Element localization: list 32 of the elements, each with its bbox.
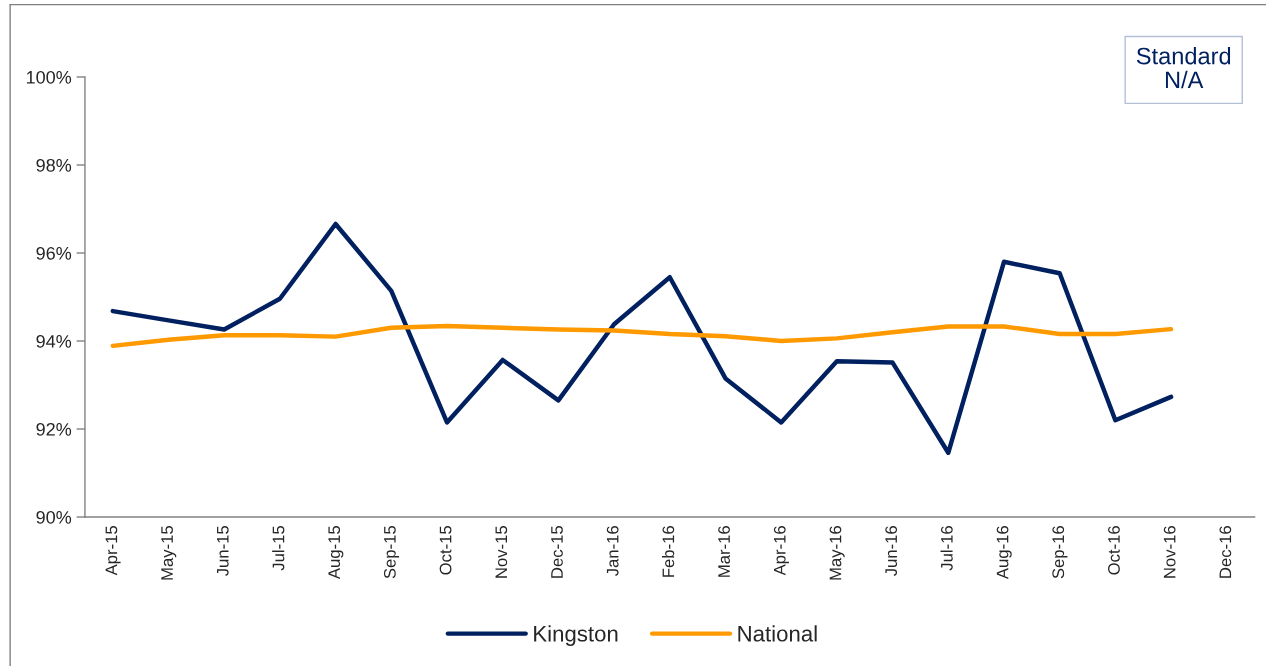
x-tick-label: Feb-16 bbox=[662, 526, 675, 577]
x-tick-label: Oct-16 bbox=[1108, 526, 1120, 575]
x-tick-label: May-16 bbox=[829, 526, 845, 580]
line-series bbox=[110, 221, 1174, 455]
annotation: Standard N/A bbox=[1136, 47, 1231, 89]
x-tick-label: May-15 bbox=[161, 526, 177, 580]
x-tick-label: Jul-16 bbox=[940, 526, 953, 571]
x-tick-label: Jun-15 bbox=[217, 526, 229, 577]
line-series bbox=[110, 323, 1174, 349]
x-tick-label: Aug-16 bbox=[996, 526, 1012, 580]
x-tick-label: Mar-16 bbox=[718, 526, 730, 577]
y-tick-label: 94% bbox=[36, 334, 72, 348]
x-tick-label: Aug-15 bbox=[328, 526, 344, 580]
x-tick-label: Dec-15 bbox=[551, 526, 563, 578]
y-tick-label: 90% bbox=[36, 510, 72, 524]
y-tick-label: 96% bbox=[36, 246, 72, 260]
x-tick-label: Jun-16 bbox=[885, 526, 898, 577]
legend-label: National bbox=[738, 625, 817, 642]
x-tick-label: Jan-16 bbox=[606, 526, 619, 577]
y-tick-label: 98% bbox=[36, 158, 72, 172]
x-tick-label: Apr-15 bbox=[105, 526, 121, 576]
y-tick-label: 92% bbox=[36, 422, 72, 436]
x-tick-label: Sep-15 bbox=[383, 526, 400, 579]
x-tick-label: Nov-16 bbox=[1163, 526, 1176, 578]
x-tick-label: Nov-15 bbox=[495, 526, 508, 578]
y-tick-label: 100% bbox=[26, 70, 72, 84]
x-tick-label: Dec-16 bbox=[1219, 526, 1232, 578]
x-tick-label: Sep-16 bbox=[1052, 526, 1068, 579]
x-tick-label: Oct-15 bbox=[439, 526, 452, 575]
x-tick-label: Jul-15 bbox=[272, 526, 285, 571]
legend-label: Kingston bbox=[534, 625, 618, 646]
x-tick-label: Apr-16 bbox=[773, 526, 789, 576]
